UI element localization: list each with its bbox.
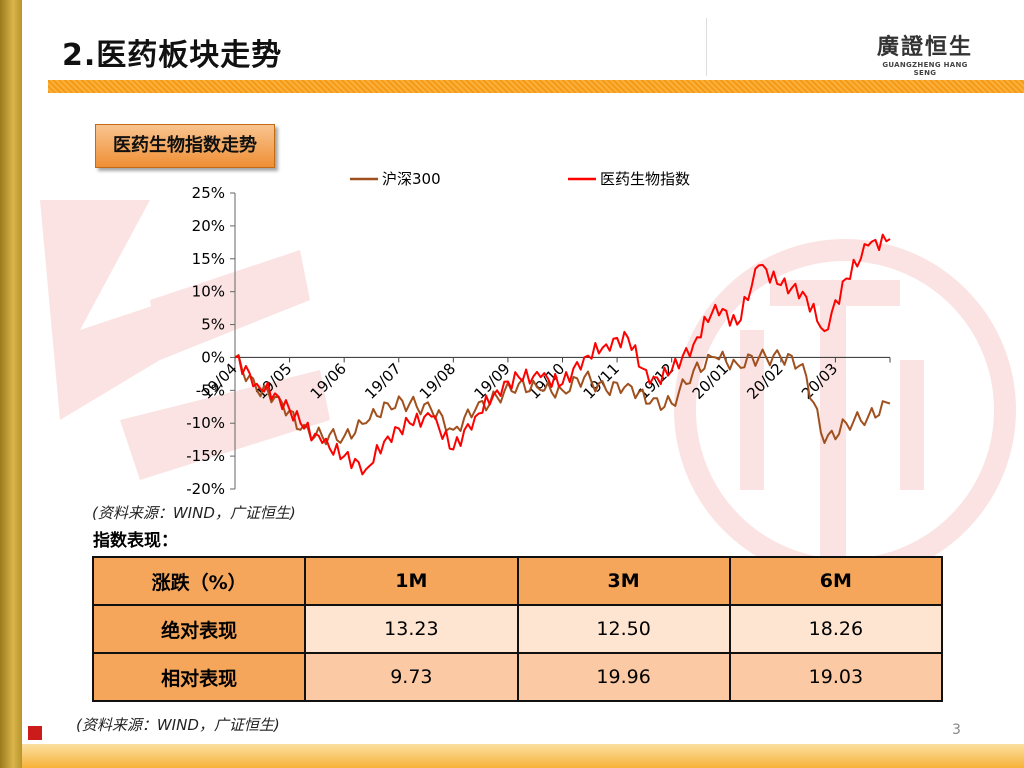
legend-label: 沪深300 [382,170,441,188]
x-axis: 19/04 19/05 19/06 19/07 19/08 19/09 19/10 19/11… [198,356,891,403]
series-lines [234,233,891,476]
footer-red-square [28,726,42,740]
y-tick-label: -20% [186,480,225,498]
y-tick-label: 25% [192,184,225,202]
table-cell: 12.50 [516,604,731,654]
series-line-1 [234,233,891,476]
x-tick-label: 19/06 [307,360,350,403]
y-tick-label: 15% [192,250,225,268]
footer-source-note: (资料来源：WIND，广证恒生) [76,716,280,734]
page-title: 2.医药板块走势 [62,38,283,73]
y-tick-label: -10% [186,414,225,432]
title-rule [48,80,1024,93]
table-cell: 19.96 [516,652,731,702]
table-row-label: 相对表现 [91,652,307,702]
table-header-cell: 涨跌（%） [91,556,307,606]
chart-source-note: (资料来源：WIND，广证恒生) [92,504,296,522]
y-tick-label: 20% [192,217,225,235]
title-divider [706,18,707,76]
table-header-cell: 1M [304,556,519,606]
y-tick-label: -15% [186,447,225,465]
series-line-0 [234,348,891,446]
x-tick-label: 19/08 [416,360,459,403]
table-header-cell: 3M [516,556,731,606]
legend-label: 医药生物指数 [600,170,690,188]
footer-bar [22,744,1024,768]
y-tick-label: -5% [196,381,225,399]
table-header-cell: 6M [728,556,944,606]
table-row: 绝对表现 13.23 12.50 18.26 [91,604,944,654]
table-header-row: 涨跌（%） 1M 3M 6M [91,556,944,606]
chart-legend: 沪深300 医药生物指数 [350,170,690,188]
table-cell: 13.23 [304,604,519,654]
company-logo: 廣證恒生 GUANGZHENG HANG SENG [870,35,980,77]
x-tick-label: 20/02 [743,360,786,403]
y-axis: 25% 20% 15% 10% 5% 0% -5% -10% -15% -20% [186,184,236,498]
chart-badge: 医药生物指数走势 [95,124,275,168]
performance-heading: 指数表现： [93,531,178,551]
logo-en-text: GUANGZHENG HANG SENG [882,61,968,77]
table-cell: 18.26 [728,604,944,654]
left-accent-bar [0,0,22,768]
y-tick-label: 5% [201,316,225,334]
y-tick-label: 10% [192,283,225,301]
table-row: 相对表现 9.73 19.96 19.03 [91,652,944,702]
table-cell: 19.03 [728,652,944,702]
y-tick-label: 0% [201,348,225,366]
table-row-label: 绝对表现 [91,604,307,654]
x-tick-label: 20/03 [798,360,841,403]
page-number: 3 [952,722,961,738]
x-tick-label: 19/12 [634,360,677,403]
performance-table: 涨跌（%） 1M 3M 6M 绝对表现 13.23 12.50 18.26 相对… [91,556,944,702]
table-cell: 9.73 [304,652,519,702]
logo-cn-text: 廣證恒生 [876,35,973,60]
